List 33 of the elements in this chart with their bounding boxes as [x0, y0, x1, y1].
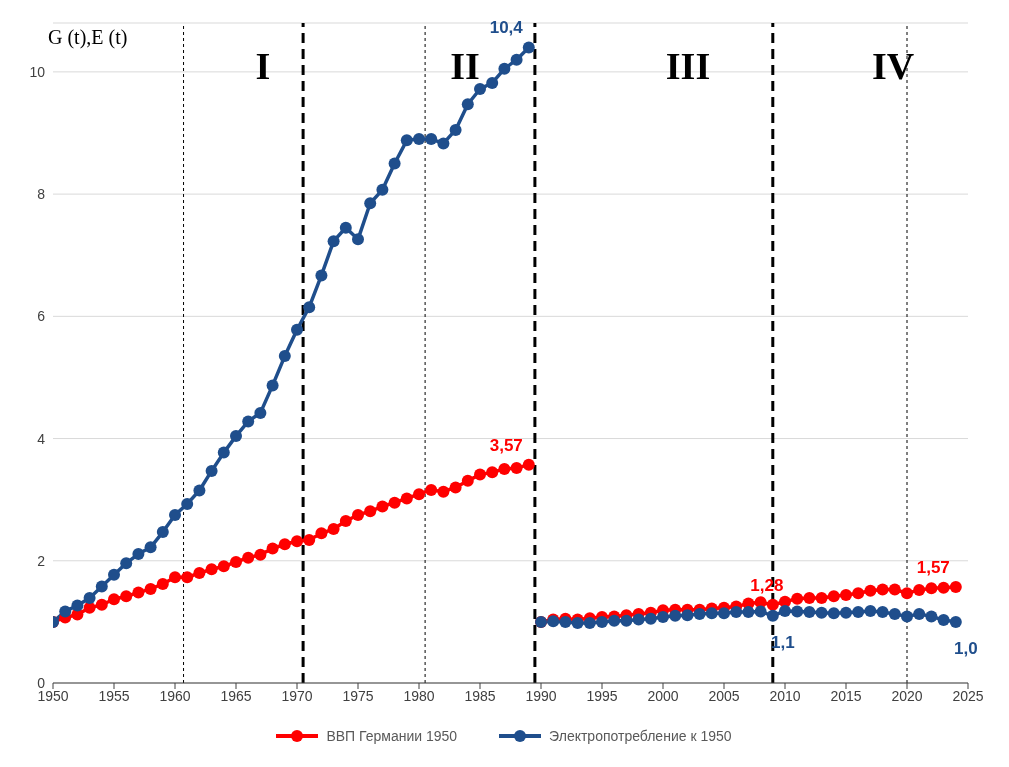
x-tick-label: 1965 [220, 687, 252, 704]
annotation: II [450, 45, 480, 87]
data-label: 1,28 [750, 575, 784, 595]
data-label: 1,1 [770, 632, 795, 652]
legend-label: ВВП Германии 1950 [326, 728, 458, 744]
x-tick-label: 1975 [342, 687, 374, 704]
y-tick-label: 8 [37, 186, 46, 203]
data-label: 3,57 [489, 435, 523, 455]
x-tick-label: 2010 [769, 687, 801, 704]
x-tick-label: 1955 [98, 687, 130, 704]
legend-label: Электропотребление к 1950 [549, 728, 732, 744]
x-tick-label: 2000 [647, 687, 679, 704]
y-tick-label: 6 [37, 308, 46, 325]
x-tick-label: 2020 [891, 687, 923, 704]
annotation: I [255, 45, 271, 87]
x-tick-label: 1990 [525, 687, 557, 704]
x-tick-label: 1970 [281, 687, 313, 704]
x-tick-label: 1985 [464, 687, 496, 704]
x-tick-label: 1980 [403, 687, 435, 704]
x-tick-label: 2015 [830, 687, 862, 704]
y-axis-title: G (t),E (t) [48, 26, 128, 49]
x-tick-label: 1960 [159, 687, 191, 704]
data-label: 1,0 [953, 638, 978, 658]
x-tick-label: 2005 [708, 687, 740, 704]
y-tick-label: 2 [37, 552, 46, 569]
data-label: 10,4 [489, 18, 524, 38]
annotation: III [665, 45, 711, 87]
y-tick-label: 10 [29, 63, 46, 80]
annotation: IV [871, 45, 915, 87]
x-tick-label: 1995 [586, 687, 618, 704]
data-label: 1,57 [916, 558, 950, 578]
y-tick-label: 4 [37, 430, 46, 447]
x-tick-label: 2025 [952, 687, 984, 704]
